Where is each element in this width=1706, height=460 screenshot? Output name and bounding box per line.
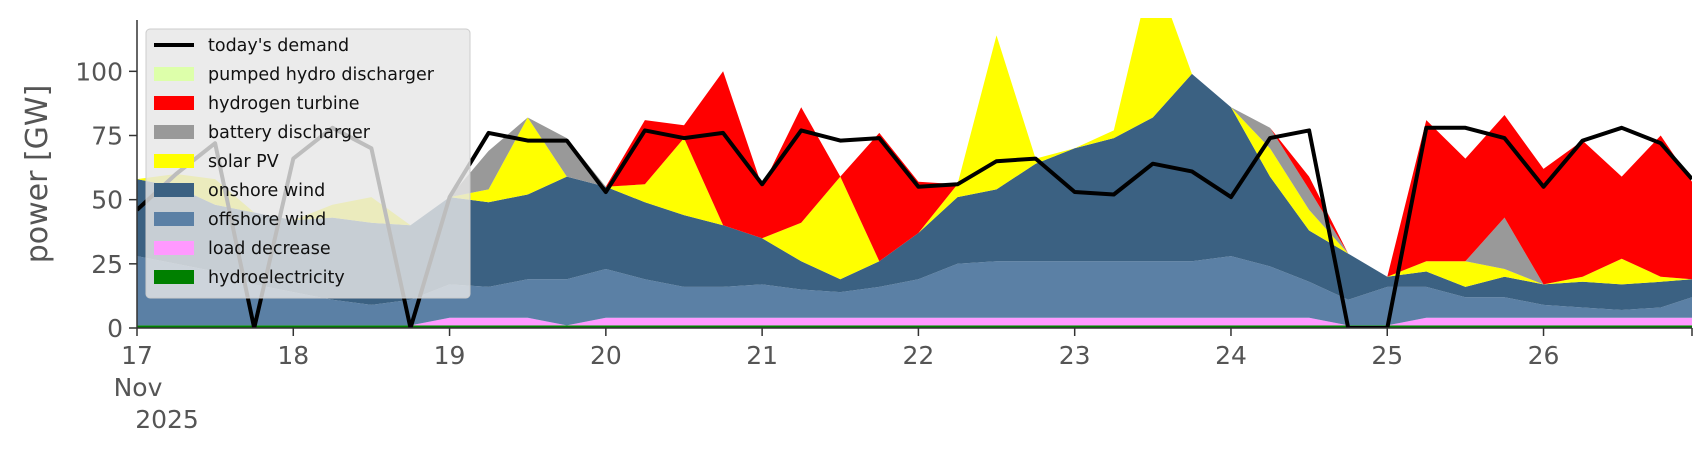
- x-tick-label-24: 24: [1215, 341, 1247, 370]
- legend-swatch-solar-pv: [154, 154, 194, 168]
- legend-swatch-load-decrease: [154, 241, 194, 255]
- x-tick-label-22: 22: [903, 341, 935, 370]
- legend-box: [145, 28, 471, 299]
- legend-label-solar-pv: solar PV: [208, 152, 279, 172]
- area-offshore-wind: [137, 256, 1692, 326]
- x-tick-sublabel-2025: 2025: [135, 405, 199, 434]
- x-tick-label-17: 17: [121, 341, 153, 370]
- x-tick-label-21: 21: [746, 341, 778, 370]
- legend-label-onshore-wind: onshore wind: [208, 181, 325, 201]
- legend-label-today-s-demand: today's demand: [208, 36, 349, 56]
- legend-swatch-battery-discharger: [154, 125, 194, 139]
- x-tick-label-19: 19: [434, 341, 466, 370]
- legend-swatch-hydroelectricity: [154, 270, 194, 284]
- x-tick-label-18: 18: [277, 341, 309, 370]
- legend-swatch-pumped-hydro-discharger: [154, 67, 194, 81]
- legend-label-hydroelectricity: hydroelectricity: [208, 268, 345, 288]
- y-tick-label-50: 50: [91, 186, 123, 215]
- x-tick-label-20: 20: [590, 341, 622, 370]
- y-tick-label-100: 100: [75, 57, 123, 86]
- legend-label-battery-discharger: battery discharger: [208, 123, 371, 143]
- legend-swatch-onshore-wind: [154, 183, 194, 197]
- area-solar-pv: [137, 18, 1692, 287]
- area-onshore-wind: [137, 73, 1692, 311]
- area-load-decrease: [137, 317, 1692, 326]
- area-hydrogen-turbine: [137, 18, 1692, 285]
- x-tick-sublabel-nov: Nov: [114, 373, 163, 402]
- y-tick-label-75: 75: [91, 122, 123, 151]
- legend: today's demand pumped hydro discharger hyd…: [145, 28, 471, 299]
- legend-label-hydrogen-turbine: hydrogen turbine: [208, 94, 360, 114]
- legend-label-load-decrease: load decrease: [208, 239, 331, 259]
- axes: 0 25 50 75 100 17 Nov 2025 18 19 20 21 22 23 24 25 26 pow…: [20, 20, 1693, 434]
- y-tick-label-0: 0: [107, 314, 123, 343]
- x-tick-label-25: 25: [1371, 341, 1403, 370]
- x-tick-label-23: 23: [1059, 341, 1091, 370]
- legend-label-offshore-wind: offshore wind: [208, 210, 326, 230]
- x-tick-label-26: 26: [1528, 341, 1560, 370]
- y-tick-label-25: 25: [91, 250, 123, 279]
- legend-label-pumped-hydro-discharger: pumped hydro discharger: [208, 65, 435, 85]
- y-axis-label: power [GW]: [20, 85, 55, 264]
- legend-swatch-hydrogen-turbine: [154, 96, 194, 110]
- stacked-areas: [137, 18, 1692, 328]
- legend-swatch-offshore-wind: [154, 212, 194, 226]
